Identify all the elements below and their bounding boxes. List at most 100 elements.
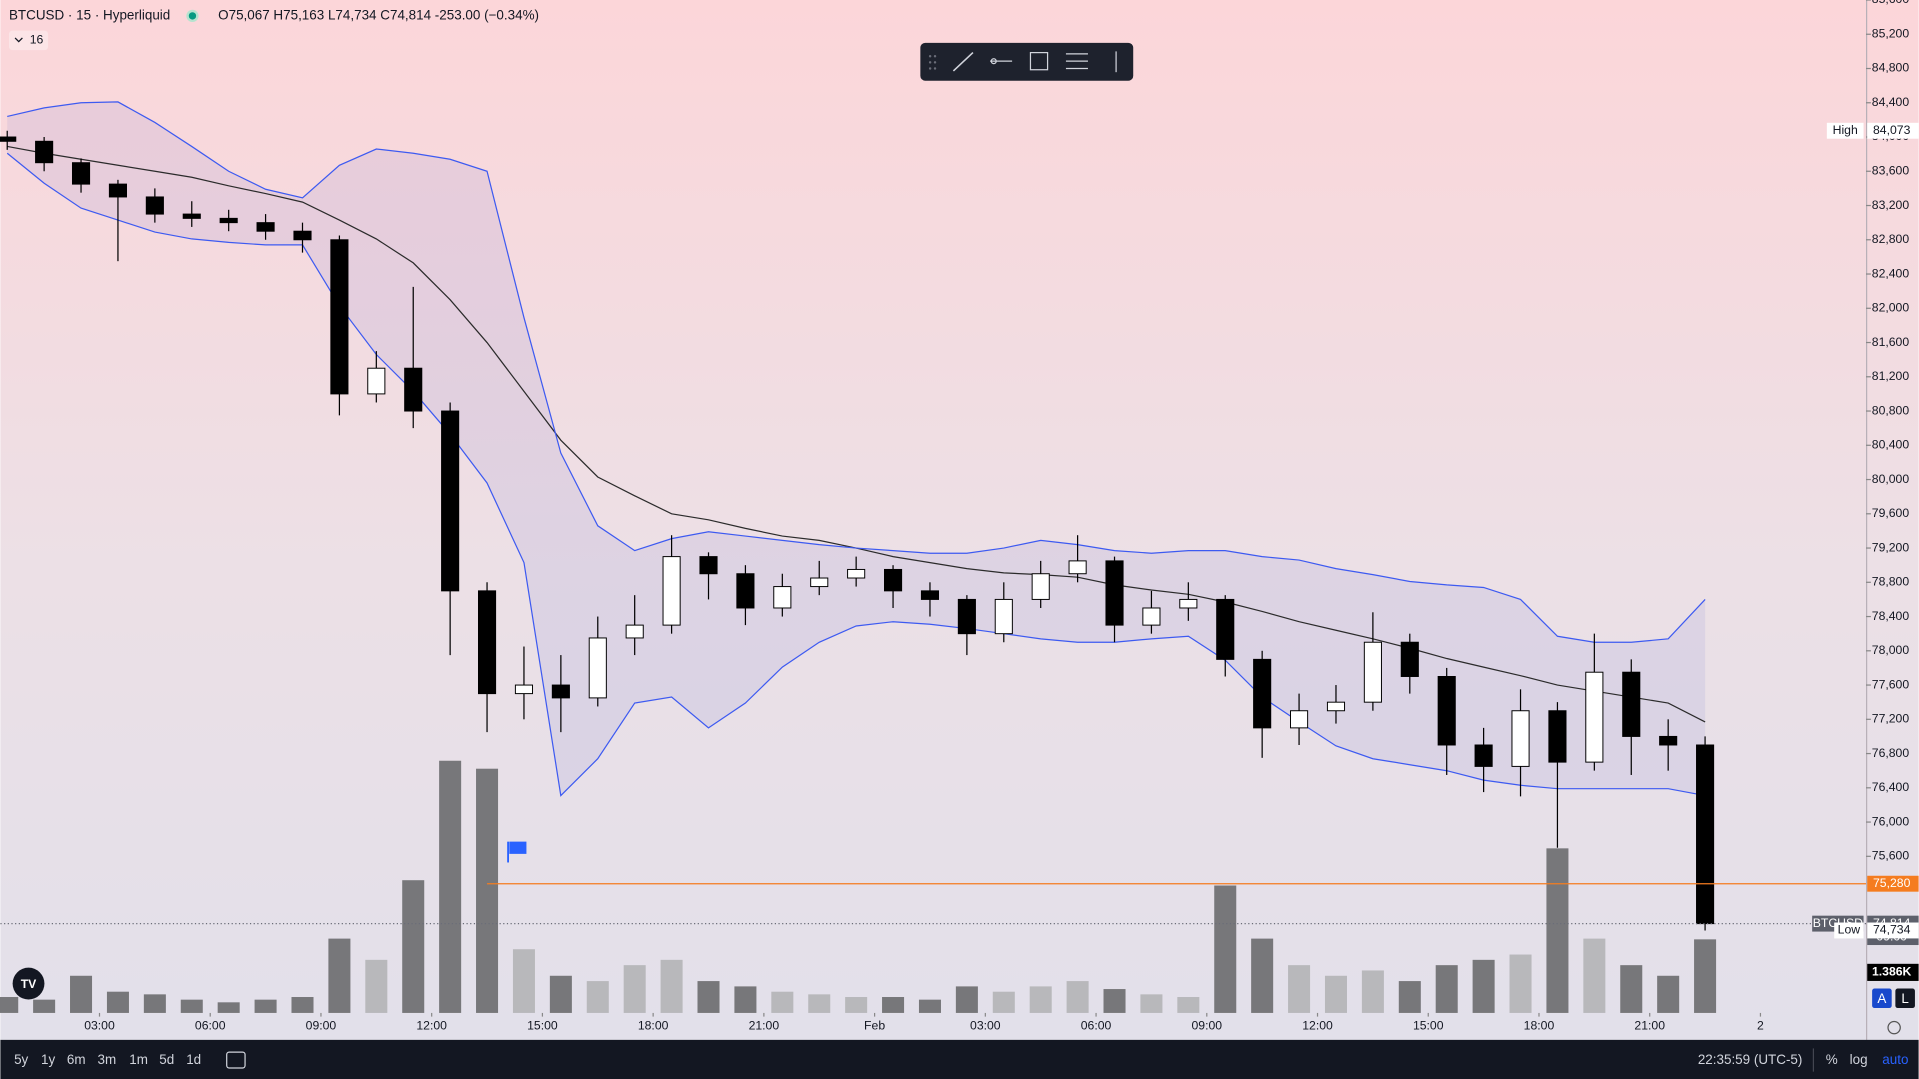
- candle-body: [1400, 641, 1419, 677]
- y-tick-label: 78,400: [1872, 609, 1910, 623]
- ohlc-readout: O75,067 H75,163 L74,734 C74,814 -253.00 …: [218, 7, 539, 22]
- y-tick-label: 84,800: [1872, 61, 1910, 75]
- volume-bar: [328, 938, 351, 1013]
- ray-tool[interactable]: [990, 58, 1013, 65]
- date-range-icon[interactable]: [226, 1051, 246, 1069]
- timeframe-button[interactable]: 3m: [97, 1052, 116, 1067]
- scale-button-label[interactable]: A: [1877, 991, 1886, 1006]
- marker-label: High: [1833, 123, 1858, 137]
- timeframe-button[interactable]: 5y: [14, 1052, 28, 1067]
- volume-bar: [1029, 986, 1052, 1013]
- x-tick-label: 06:00: [195, 1019, 226, 1033]
- trend-line-tool[interactable]: [952, 52, 974, 72]
- timeframe-button[interactable]: 5d: [159, 1052, 174, 1067]
- x-tick-label: 09:00: [1192, 1019, 1223, 1033]
- volume-tag-label: 1.386K: [1872, 965, 1912, 979]
- timeframe-button[interactable]: 1m: [129, 1052, 148, 1067]
- candle-body: [514, 684, 534, 695]
- x-tick-label: 15:00: [527, 1019, 558, 1033]
- candle-body: [441, 410, 460, 592]
- volume-bar: [106, 991, 129, 1013]
- volume-bar: [143, 994, 166, 1013]
- candle-body: [1290, 710, 1309, 729]
- volume-bar: [1583, 938, 1606, 1013]
- y-tick-label: 85,200: [1872, 26, 1910, 40]
- y-tick-label: 76,800: [1872, 746, 1910, 760]
- x-tick-label: 09:00: [306, 1019, 337, 1033]
- volume-bar: [623, 965, 646, 1013]
- timeframe-button[interactable]: 6m: [67, 1052, 86, 1067]
- clock: 22:35:59 (UTC-5): [1698, 1052, 1803, 1067]
- logo[interactable]: [12, 967, 45, 1000]
- volume-bar: [992, 991, 1015, 1013]
- candle-body: [773, 586, 792, 609]
- volume-bar: [1324, 975, 1347, 1013]
- candle-body: [293, 230, 312, 241]
- timeframe-button[interactable]: 1y: [41, 1052, 55, 1067]
- volume-bar: [1472, 959, 1495, 1013]
- y-tick-label: 79,200: [1872, 540, 1910, 554]
- y-tick-label: 82,000: [1872, 301, 1910, 315]
- timeframe-button[interactable]: 1d: [186, 1052, 201, 1067]
- price-tag-value: 75,280: [1873, 876, 1911, 890]
- candle-body: [35, 140, 54, 164]
- scale-button[interactable]: [1872, 988, 1892, 1009]
- candle-body: [1068, 560, 1087, 575]
- candle-body: [219, 217, 238, 224]
- y-tick-label: 84,400: [1872, 95, 1910, 109]
- price-tag: [1867, 875, 1919, 892]
- scale-button-label[interactable]: L: [1901, 991, 1909, 1006]
- volume-bar: [1620, 965, 1643, 1013]
- candle-body: [404, 367, 423, 412]
- volume-bar: [365, 959, 388, 1013]
- marker-label-box: [1834, 922, 1864, 939]
- y-tick-label: 82,800: [1872, 232, 1910, 246]
- settings-icon[interactable]: [1887, 1020, 1901, 1035]
- candle-body: [477, 590, 497, 695]
- axis-option[interactable]: log: [1850, 1052, 1868, 1067]
- price-tag-value: 74,734: [1873, 923, 1911, 937]
- volume-bar: [217, 1002, 240, 1013]
- candle-body: [1105, 560, 1124, 626]
- volume-bar: [808, 994, 831, 1013]
- axis-option[interactable]: %: [1826, 1052, 1838, 1067]
- volume-bar: [549, 975, 572, 1013]
- x-tick-label: Feb: [864, 1019, 885, 1033]
- x-tick-label: 03:00: [84, 1019, 115, 1033]
- volume-bar: [734, 986, 757, 1013]
- x-tick-label: 18:00: [638, 1019, 669, 1033]
- fib-tool[interactable]: [1065, 53, 1088, 70]
- volume-bar: [1177, 997, 1200, 1013]
- candle-body: [699, 556, 718, 575]
- volume-bar: [955, 986, 978, 1013]
- candle-body: [884, 568, 903, 592]
- scale-button[interactable]: [1895, 988, 1915, 1009]
- x-tick-label: 21:00: [749, 1019, 780, 1033]
- candle-body: [0, 136, 17, 142]
- x-tick-label: 18:00: [1524, 1019, 1555, 1033]
- volume-bar: [845, 997, 868, 1013]
- candle-body: [588, 637, 607, 699]
- volume-bar: [1103, 989, 1126, 1013]
- rectangle-tool[interactable]: [1029, 51, 1049, 71]
- x-tick-label: 2: [1757, 1019, 1764, 1033]
- y-tick-label: 81,600: [1872, 335, 1910, 349]
- y-tick-label: 80,800: [1872, 403, 1910, 417]
- volume-bar: [1066, 981, 1089, 1013]
- indicator-toggle[interactable]: [8, 30, 49, 51]
- x-tick-label: 12:00: [416, 1019, 447, 1033]
- volume-bar: [660, 959, 683, 1013]
- axis-option[interactable]: auto: [1882, 1052, 1908, 1067]
- y-tick-label: 78,800: [1872, 575, 1910, 589]
- y-tick-label: 81,200: [1872, 369, 1910, 383]
- x-tick-label: 06:00: [1081, 1019, 1112, 1033]
- y-tick-label: 77,200: [1872, 712, 1910, 726]
- y-tick-label: 80,400: [1872, 438, 1910, 452]
- y-tick-label: 76,400: [1872, 780, 1910, 794]
- logo-glyph: TV: [21, 977, 37, 991]
- y-tick-label: 79,600: [1872, 506, 1910, 520]
- candle-body: [145, 196, 164, 215]
- marker-label-box: [1826, 122, 1864, 139]
- x-tick-label: 15:00: [1413, 1019, 1444, 1033]
